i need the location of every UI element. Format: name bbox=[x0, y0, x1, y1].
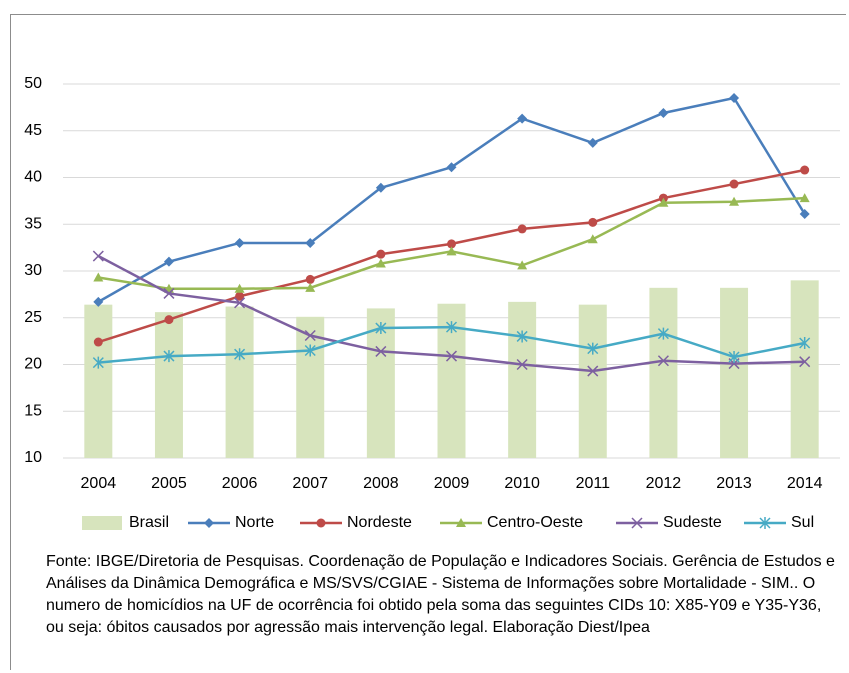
marker bbox=[729, 179, 739, 189]
legend-label: Centro-Oeste bbox=[487, 514, 583, 531]
marker bbox=[657, 327, 669, 340]
legend-marker bbox=[631, 517, 643, 529]
y-tick-label: 50 bbox=[24, 75, 42, 92]
legend-label: Nordeste bbox=[347, 514, 412, 531]
y-tick-label: 15 bbox=[24, 402, 42, 419]
marker bbox=[446, 162, 457, 173]
y-tick-label: 25 bbox=[24, 309, 42, 326]
x-tick-label: 2014 bbox=[787, 475, 823, 492]
x-tick-label: 2008 bbox=[363, 475, 399, 492]
marker bbox=[164, 315, 174, 325]
marker bbox=[588, 217, 598, 227]
marker bbox=[658, 197, 669, 207]
x-tick-label: 2012 bbox=[646, 475, 682, 492]
marker bbox=[516, 358, 528, 371]
marker bbox=[799, 193, 810, 203]
marker bbox=[446, 246, 457, 256]
marker bbox=[92, 250, 104, 262]
x-tick-label: 2009 bbox=[434, 475, 470, 492]
y-tick-label: 45 bbox=[24, 122, 42, 139]
marker bbox=[587, 342, 599, 355]
x-tick-label: 2011 bbox=[576, 475, 611, 492]
marker bbox=[375, 345, 387, 357]
marker bbox=[93, 272, 104, 282]
bar bbox=[578, 304, 607, 458]
x-tick-label: 2010 bbox=[504, 475, 540, 492]
marker bbox=[305, 274, 315, 284]
marker bbox=[517, 113, 528, 124]
marker bbox=[445, 321, 458, 334]
marker bbox=[657, 355, 669, 367]
marker bbox=[587, 365, 599, 377]
marker bbox=[729, 93, 740, 104]
bar bbox=[649, 287, 678, 458]
y-tick-label: 30 bbox=[24, 262, 42, 279]
marker bbox=[305, 237, 316, 248]
bar bbox=[720, 287, 749, 458]
y-tick-label: 10 bbox=[24, 449, 42, 466]
x-tick-label: 2005 bbox=[151, 475, 187, 492]
marker bbox=[658, 107, 669, 118]
marker bbox=[163, 287, 175, 299]
marker bbox=[517, 224, 527, 234]
legend-label: Norte bbox=[235, 514, 274, 531]
bar bbox=[790, 280, 819, 458]
bar bbox=[296, 316, 325, 458]
marker bbox=[728, 351, 740, 364]
marker bbox=[587, 234, 598, 244]
marker bbox=[234, 348, 246, 361]
marker bbox=[163, 256, 174, 267]
bar bbox=[84, 304, 113, 458]
marker bbox=[93, 296, 104, 307]
bar bbox=[154, 312, 183, 458]
legend-swatch bbox=[82, 516, 122, 530]
marker bbox=[92, 356, 104, 369]
marker bbox=[445, 350, 458, 362]
legend-marker bbox=[316, 518, 326, 528]
legend-label: Sudeste bbox=[663, 514, 722, 531]
marker bbox=[375, 258, 386, 268]
marker bbox=[234, 283, 245, 293]
y-tick-label: 40 bbox=[24, 169, 42, 186]
legend-marker bbox=[759, 517, 771, 529]
marker bbox=[799, 208, 810, 219]
marker bbox=[799, 356, 811, 368]
legend-marker bbox=[456, 518, 466, 527]
marker bbox=[729, 196, 740, 206]
x-tick-label: 2007 bbox=[292, 475, 328, 492]
bar bbox=[508, 301, 537, 458]
marker bbox=[587, 137, 598, 148]
marker bbox=[305, 282, 316, 292]
bar bbox=[225, 306, 254, 458]
marker bbox=[93, 337, 103, 347]
marker bbox=[235, 291, 245, 301]
marker bbox=[375, 182, 386, 193]
y-tick-label: 20 bbox=[24, 356, 42, 373]
x-tick-label: 2013 bbox=[716, 475, 752, 492]
marker bbox=[234, 237, 245, 248]
marker bbox=[304, 329, 316, 342]
y-tick-label: 35 bbox=[24, 215, 42, 232]
chart-frame bbox=[10, 14, 846, 670]
legend-label: Sul bbox=[791, 514, 814, 531]
marker bbox=[799, 336, 811, 349]
marker bbox=[234, 297, 246, 309]
marker bbox=[163, 350, 175, 363]
marker bbox=[447, 239, 456, 249]
x-tick-label: 2006 bbox=[222, 475, 258, 492]
marker bbox=[376, 249, 386, 259]
marker bbox=[517, 260, 528, 270]
marker bbox=[375, 322, 387, 335]
x-tick-label: 2004 bbox=[81, 475, 117, 492]
legend-label: Brasil bbox=[129, 514, 169, 531]
legend-marker bbox=[204, 518, 214, 528]
marker bbox=[304, 344, 316, 357]
marker bbox=[800, 165, 810, 175]
source-note: Fonte: IBGE/Diretoria de Pesquisas. Coor… bbox=[46, 553, 835, 636]
marker bbox=[516, 330, 528, 343]
